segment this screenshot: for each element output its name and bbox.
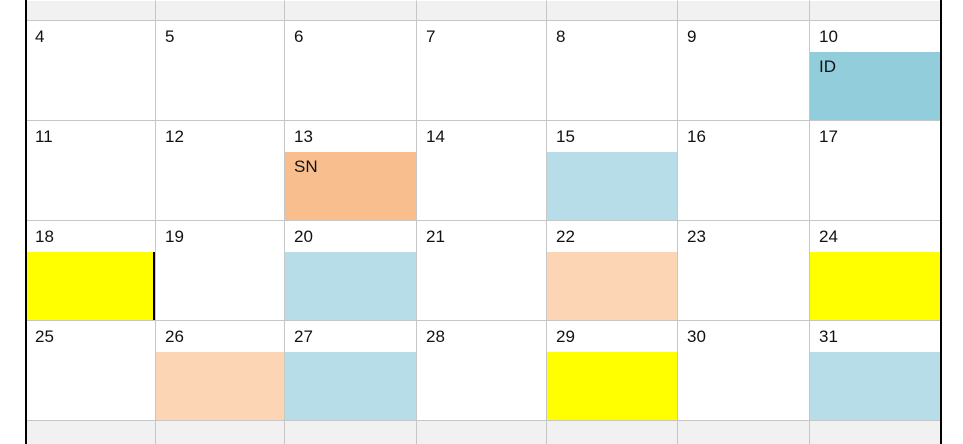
header-strip-cell: [285, 0, 417, 21]
day-cell-12[interactable]: 12: [156, 121, 285, 221]
day-cell-25[interactable]: 25: [26, 321, 156, 421]
event-block[interactable]: [285, 352, 416, 420]
footer-strip-cell: [156, 421, 285, 444]
event-label: SN: [294, 157, 318, 176]
footer-strip-cell: [810, 421, 941, 444]
day-number: 26: [165, 327, 184, 346]
day-cell-15[interactable]: 15: [547, 121, 678, 221]
day-cell-5[interactable]: 5: [156, 21, 285, 121]
day-number: 25: [35, 327, 54, 346]
day-cell-20[interactable]: 20: [285, 221, 417, 321]
event-block[interactable]: [810, 352, 940, 420]
day-number: 12: [165, 127, 184, 146]
day-number: 20: [294, 227, 313, 246]
footer-strip-cell: [678, 421, 810, 444]
event-block[interactable]: [26, 252, 155, 320]
day-number: 17: [819, 127, 838, 146]
day-number: 10: [819, 27, 838, 46]
day-number: 16: [687, 127, 706, 146]
day-cell-26[interactable]: 26: [156, 321, 285, 421]
day-number: 7: [426, 27, 436, 46]
day-cell-29[interactable]: 29: [547, 321, 678, 421]
day-cell-18[interactable]: 18: [26, 221, 156, 321]
day-number: 4: [35, 27, 45, 46]
event-block[interactable]: SN: [285, 152, 416, 220]
header-strip-cell: [26, 0, 156, 21]
day-number: 13: [294, 127, 313, 146]
day-number: 18: [35, 227, 54, 246]
day-number: 30: [687, 327, 706, 346]
day-number: 21: [426, 227, 445, 246]
event-block[interactable]: [156, 352, 284, 420]
day-number: 19: [165, 227, 184, 246]
day-cell-16[interactable]: 16: [678, 121, 810, 221]
day-cell-11[interactable]: 11: [26, 121, 156, 221]
header-strip-cell: [547, 0, 678, 21]
day-cell-23[interactable]: 23: [678, 221, 810, 321]
day-number: 15: [556, 127, 575, 146]
header-strip-cell: [156, 0, 285, 21]
event-block[interactable]: [547, 352, 677, 420]
footer-strip-cell: [285, 421, 417, 444]
calendar-right-edge: [940, 0, 942, 444]
event-block[interactable]: [547, 152, 677, 220]
day-cell-24[interactable]: 24: [810, 221, 941, 321]
header-strip-cell: [810, 0, 941, 21]
day-cell-27[interactable]: 27: [285, 321, 417, 421]
day-cell-9[interactable]: 9: [678, 21, 810, 121]
day-cell-31[interactable]: 31: [810, 321, 941, 421]
day-number: 24: [819, 227, 838, 246]
day-cell-22[interactable]: 22: [547, 221, 678, 321]
header-strip-cell: [417, 0, 547, 21]
event-block[interactable]: [547, 252, 677, 320]
calendar-left-edge: [25, 0, 27, 444]
day-number: 11: [35, 127, 53, 146]
day-cell-6[interactable]: 6: [285, 21, 417, 121]
event-block[interactable]: [285, 252, 416, 320]
event-block[interactable]: ID: [810, 52, 940, 120]
day-cell-13[interactable]: 13 SN: [285, 121, 417, 221]
day-cell-7[interactable]: 7: [417, 21, 547, 121]
day-number: 14: [426, 127, 445, 146]
day-number: 8: [556, 27, 566, 46]
day-number: 5: [165, 27, 175, 46]
day-number: 31: [819, 327, 838, 346]
day-number: 22: [556, 227, 575, 246]
day-cell-4[interactable]: 4: [26, 21, 156, 121]
day-cell-30[interactable]: 30: [678, 321, 810, 421]
day-number: 23: [687, 227, 706, 246]
footer-strip-cell: [26, 421, 156, 444]
event-block[interactable]: [810, 252, 940, 320]
day-cell-10[interactable]: 10 ID: [810, 21, 941, 121]
day-cell-8[interactable]: 8: [547, 21, 678, 121]
day-cell-14[interactable]: 14: [417, 121, 547, 221]
event-label: ID: [819, 57, 836, 76]
header-strip-cell: [678, 0, 810, 21]
day-cell-21[interactable]: 21: [417, 221, 547, 321]
footer-strip-cell: [417, 421, 547, 444]
day-number: 27: [294, 327, 313, 346]
day-cell-28[interactable]: 28: [417, 321, 547, 421]
day-number: 6: [294, 27, 304, 46]
day-number: 9: [687, 27, 697, 46]
day-number: 29: [556, 327, 575, 346]
day-number: 28: [426, 327, 445, 346]
day-cell-19[interactable]: 19: [156, 221, 285, 321]
day-cell-17[interactable]: 17: [810, 121, 941, 221]
footer-strip-cell: [547, 421, 678, 444]
